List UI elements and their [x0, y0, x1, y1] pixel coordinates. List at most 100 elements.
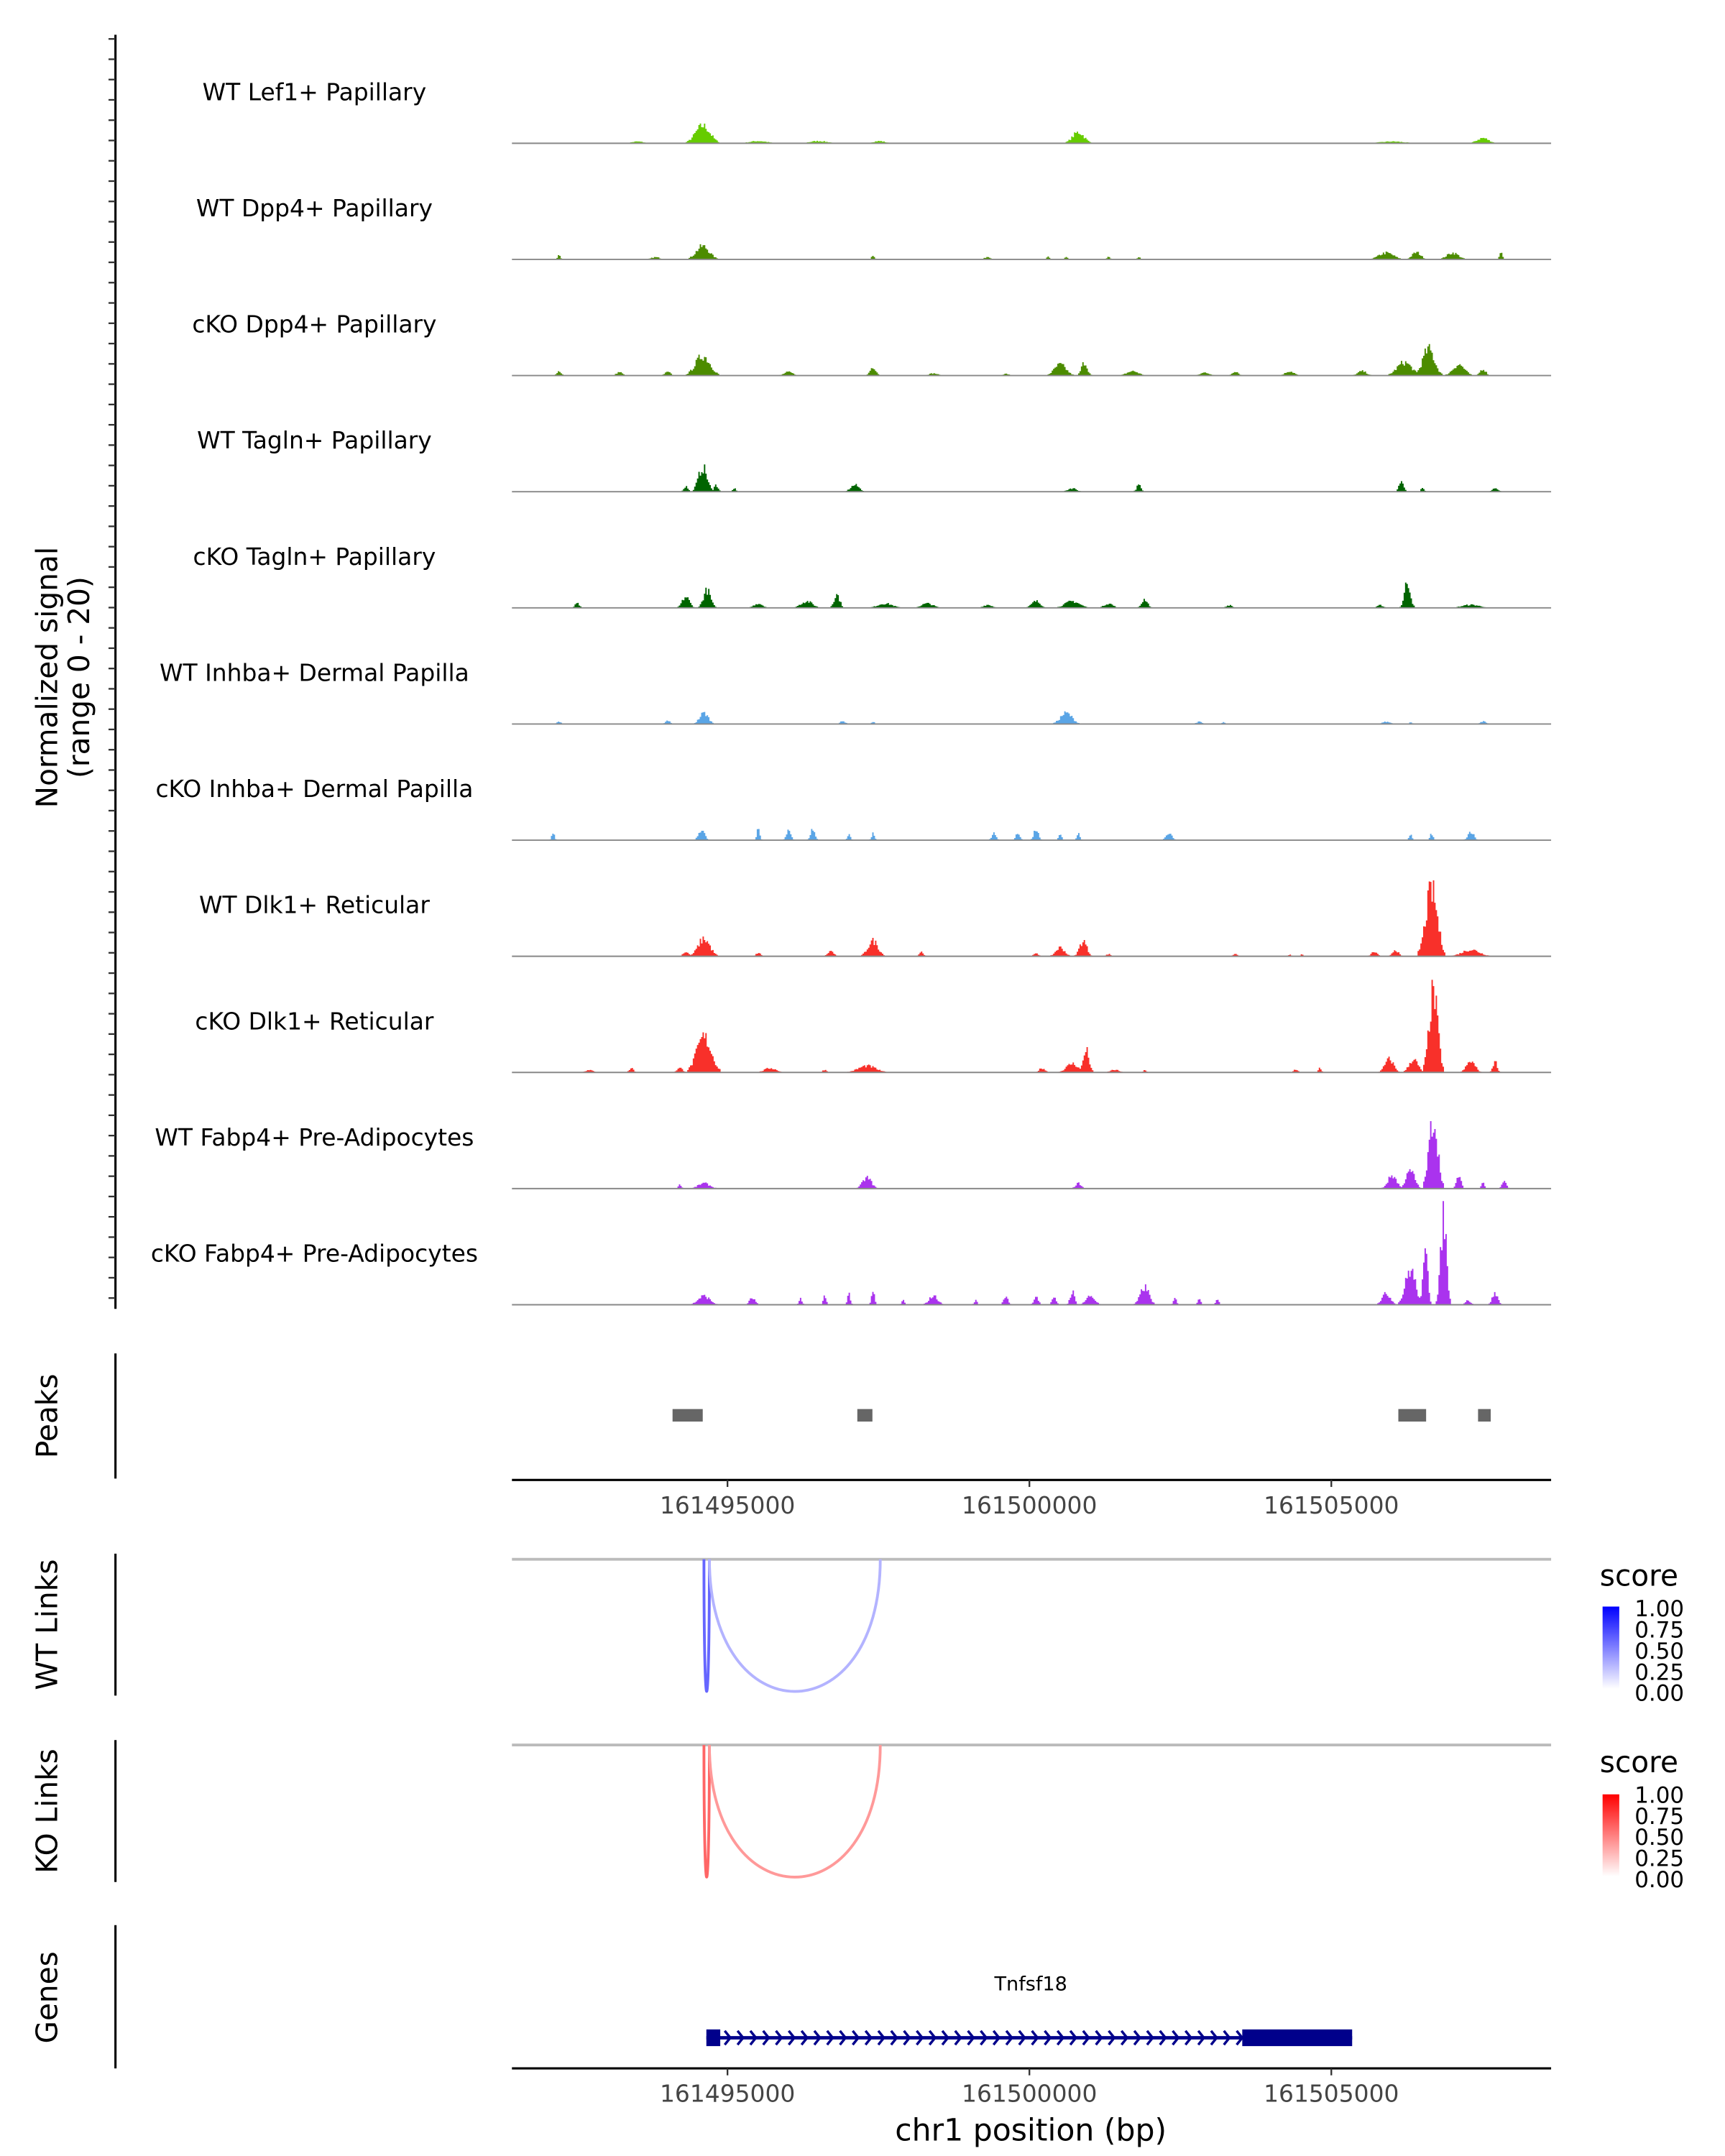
- strand-arrow-icon: [1184, 2030, 1193, 2046]
- link-track: [512, 1743, 1552, 1879]
- coverage-area: [512, 582, 1552, 608]
- strand-arrow-icon: [1120, 2030, 1129, 2046]
- coverage-track: cKO Dlk1+ Reticular: [195, 980, 1552, 1074]
- link-arc: [702, 1559, 711, 1693]
- coverage-track: WT Lef1+ Papillary: [203, 78, 1552, 144]
- strand-arrow-icon: [1197, 2030, 1206, 2046]
- strand-arrow-icon: [1210, 2030, 1218, 2046]
- coverage-area: [512, 880, 1552, 957]
- gene-models: Tnfsf18: [706, 1973, 1353, 2047]
- legend-tick-label: 0.25: [1634, 1846, 1684, 1872]
- coverage-area: [512, 711, 1552, 724]
- strand-arrow-icon: [813, 2030, 822, 2046]
- peak-region: [672, 1409, 703, 1422]
- coverage-area: [512, 344, 1552, 376]
- strand-arrow-icon: [916, 2030, 924, 2046]
- strand-arrow-icon: [864, 2030, 873, 2046]
- legend-colorbar: [1602, 1606, 1619, 1689]
- coverage-track: WT Dpp4+ Papillary: [196, 194, 1552, 260]
- strand-arrow-icon: [775, 2030, 783, 2046]
- strand-arrow-icon: [954, 2030, 962, 2046]
- coverage-area: [512, 980, 1552, 1073]
- track-label: cKO Dpp4+ Papillary: [192, 310, 436, 338]
- coverage-tracks: WT Lef1+ Papillary WT Dpp4+ Papillary cKO …: [151, 78, 1552, 1306]
- peak-regions: [672, 1409, 1491, 1422]
- strand-arrow-icon: [852, 2030, 860, 2046]
- track-label: WT Dpp4+ Papillary: [196, 194, 433, 222]
- legend-tick-label: 0.50: [1634, 1639, 1684, 1664]
- legend-tick-label: 0.75: [1634, 1804, 1684, 1830]
- y-axis-label: Normalized signal: [29, 547, 64, 808]
- wt-score-legend: score 1.000.750.500.250.00: [1600, 1558, 1684, 1706]
- strand-arrow-icon: [1044, 2030, 1052, 2046]
- strand-arrow-icon: [723, 2030, 732, 2046]
- coverage-track: WT Inhba+ Dermal Papilla: [160, 658, 1552, 725]
- strand-arrow-icon: [1031, 2030, 1039, 2046]
- strand-arrow-icon: [800, 2030, 809, 2046]
- y-axis-range-label: (range 0 - 20): [62, 576, 96, 778]
- legend-title: score: [1600, 1558, 1678, 1593]
- link-arc: [702, 1745, 711, 1879]
- coverage-area: [512, 1120, 1552, 1189]
- x-tick-label: 161500000: [962, 2080, 1097, 2108]
- wt-links-label: WT Links: [29, 1560, 64, 1690]
- legend-tick-label: 0.50: [1634, 1825, 1684, 1851]
- strand-arrow-icon: [877, 2030, 886, 2046]
- track-label: WT Inhba+ Dermal Papilla: [160, 658, 469, 686]
- x-tick-label: 161505000: [1264, 1491, 1399, 1519]
- link-track: [512, 1557, 1552, 1693]
- track-label: WT Dlk1+ Reticular: [199, 891, 430, 919]
- strand-arrow-icon: [890, 2030, 898, 2046]
- gene-name: Tnfsf18: [994, 1973, 1067, 1996]
- strand-arrow-icon: [749, 2030, 758, 2046]
- track-label: WT Tagln+ Papillary: [197, 426, 432, 454]
- strand-arrow-icon: [1236, 2030, 1244, 2046]
- x-tick-label: 161495000: [660, 2080, 795, 2108]
- coverage-area: [512, 829, 1552, 841]
- strand-arrow-icon: [1133, 2030, 1142, 2046]
- coverage-track: cKO Dpp4+ Papillary: [192, 310, 1552, 377]
- strand-arrow-icon: [967, 2030, 975, 2046]
- gene-exon: [1242, 2029, 1353, 2047]
- strand-arrow-icon: [941, 2030, 949, 2046]
- legend-tick-label: 0.00: [1634, 1681, 1684, 1707]
- legend-tick-label: 1.00: [1634, 1782, 1684, 1808]
- coverage-track: WT Tagln+ Papillary: [197, 426, 1552, 493]
- legend-tick-label: 0.75: [1634, 1617, 1684, 1643]
- coverage-y-axis-ticks: [108, 38, 116, 1299]
- strand-arrow-icon: [787, 2030, 796, 2046]
- strand-arrow-icon: [928, 2030, 937, 2046]
- strand-arrow-icon: [839, 2030, 847, 2046]
- coverage-area: [512, 464, 1552, 492]
- link-arc: [708, 1745, 882, 1879]
- ko-score-legend: score 1.000.750.500.250.00: [1600, 1745, 1684, 1893]
- strand-arrow-icon: [736, 2030, 745, 2046]
- track-label: WT Fabp4+ Pre-Adipocytes: [155, 1123, 474, 1151]
- peak-region: [1478, 1409, 1491, 1422]
- x-axis-bottom: 161495000 161500000 161505000: [512, 2067, 1552, 2108]
- strand-arrow-icon: [1172, 2030, 1180, 2046]
- x-tick-label: 161500000: [962, 1491, 1097, 1519]
- coverage-track: cKO Inhba+ Dermal Papilla: [155, 775, 1552, 841]
- coverage-track: WT Dlk1+ Reticular: [199, 880, 1552, 957]
- coverage-track: cKO Tagln+ Papillary: [193, 543, 1552, 609]
- coverage-track: cKO Fabp4+ Pre-Adipocytes: [151, 1201, 1552, 1306]
- gene-exon: [706, 2029, 721, 2047]
- peak-region: [1398, 1409, 1427, 1422]
- strand-arrow-icon: [1082, 2030, 1090, 2046]
- x-axis-top: 161495000 161500000 161505000: [512, 1478, 1552, 1519]
- strand-arrow-icon: [762, 2030, 770, 2046]
- strand-arrow-icon: [992, 2030, 1001, 2046]
- gene-model: Tnfsf18: [706, 1973, 1353, 2047]
- strand-arrow-icon: [1018, 2030, 1026, 2046]
- strand-arrow-icon: [903, 2030, 911, 2046]
- track-label: cKO Tagln+ Papillary: [193, 543, 436, 571]
- strand-arrow-icon: [1223, 2030, 1231, 2046]
- track-label: cKO Fabp4+ Pre-Adipocytes: [151, 1239, 478, 1267]
- coverage-track: WT Fabp4+ Pre-Adipocytes: [155, 1120, 1552, 1189]
- peaks-track-label: Peaks: [29, 1374, 64, 1459]
- strand-arrow-icon: [980, 2030, 988, 2046]
- legend-tick-label: 0.25: [1634, 1659, 1684, 1685]
- legend-colorbar: [1602, 1794, 1619, 1876]
- peak-region: [857, 1409, 873, 1422]
